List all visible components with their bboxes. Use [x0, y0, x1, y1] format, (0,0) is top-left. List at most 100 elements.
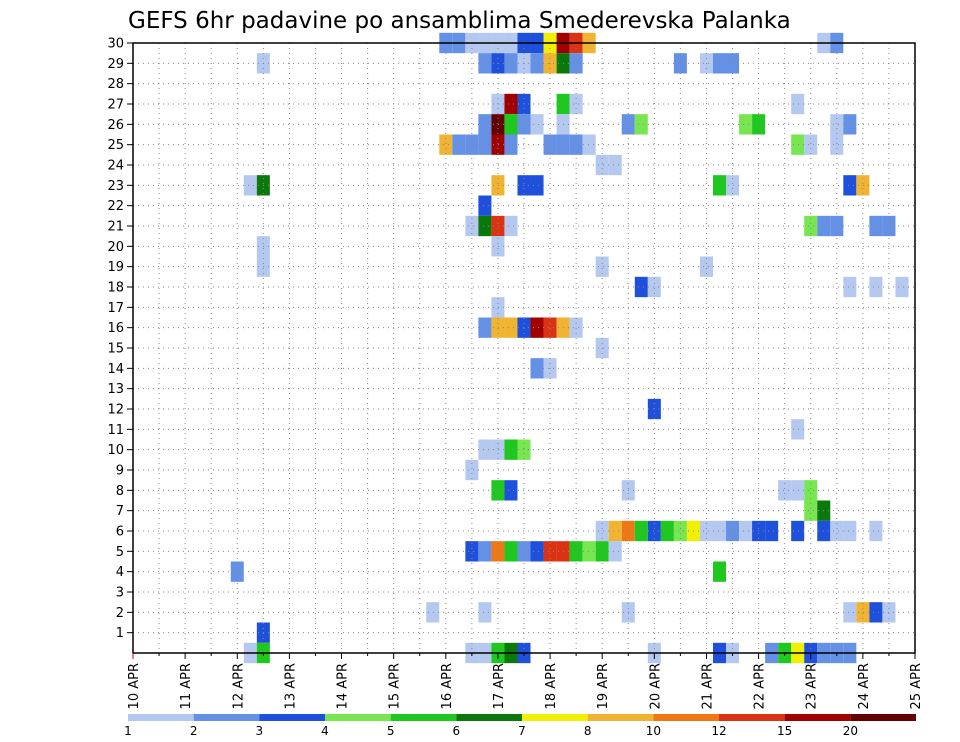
colorbar-swatch [522, 714, 588, 721]
y-tick-label: 29 [107, 57, 124, 72]
heatmap-cell [791, 520, 805, 542]
heatmap-cell [491, 317, 505, 338]
heatmap-cell [791, 480, 805, 501]
heatmap-cell [504, 317, 518, 338]
heatmap-cell [504, 541, 518, 562]
heatmap-cell [856, 175, 870, 196]
heatmap-cell [595, 256, 609, 277]
heatmap-cell [634, 276, 648, 298]
colorbar-label: 10 [646, 724, 661, 738]
heatmap-cell [569, 317, 583, 338]
heatmap-cell [843, 175, 857, 196]
heatmap-cell [478, 114, 492, 135]
x-tick-label: 11 APR [179, 663, 194, 709]
colorbar-swatch [784, 714, 851, 721]
heatmap-cell [530, 53, 544, 74]
heatmap-cell [660, 520, 674, 542]
heatmap-cell [504, 134, 518, 155]
heatmap-cell [804, 480, 818, 501]
y-tick-label: 7 [116, 504, 124, 519]
y-tick-label: 19 [107, 260, 124, 275]
colorbar: 1 2 3 4 5 6 7 8 10 12 15 20 [124, 714, 916, 738]
x-tick-label: 16 APR [440, 663, 455, 709]
heatmap-cell [699, 520, 713, 542]
heatmap-cell [439, 134, 453, 155]
heatmap-cell [856, 602, 870, 623]
y-tick-label: 23 [107, 179, 124, 194]
heatmap-cell [608, 541, 622, 562]
heatmap-cell [478, 134, 492, 155]
heatmap-cell [582, 541, 596, 562]
heatmap-cell [426, 602, 440, 623]
y-tick-label: 8 [116, 484, 124, 499]
heatmap-cell [465, 215, 479, 237]
heatmap-cell [830, 134, 844, 155]
colorbar-label: 12 [711, 724, 726, 738]
x-tick-label: 14 APR [336, 663, 351, 709]
heatmap-cell [647, 520, 661, 542]
x-tick-label: 10 APR [127, 663, 142, 709]
colorbar-label: 6 [453, 724, 461, 738]
heatmap-cell [569, 541, 583, 562]
y-tick-label: 4 [116, 565, 124, 580]
heatmap-cell [673, 520, 687, 542]
heatmap-cell [843, 520, 857, 542]
colorbar-swatch [719, 714, 785, 721]
y-tick-label: 5 [116, 545, 124, 560]
heatmap-cell [712, 561, 727, 582]
colorbar-swatch [128, 714, 194, 721]
heatmap-cell [530, 358, 544, 379]
heatmap-cell [478, 215, 492, 237]
heatmap-cell [647, 276, 661, 298]
heatmap-cell [608, 520, 622, 542]
heatmap-cell [869, 276, 883, 298]
heatmap-cell [478, 195, 492, 216]
heatmap-cell [491, 134, 505, 155]
y-tick-label: 10 [107, 443, 124, 458]
heatmap-cell [843, 602, 857, 623]
colorbar-swatch [325, 714, 391, 721]
y-tick-label: 25 [107, 138, 124, 153]
x-tick-label: 15 APR [388, 663, 403, 709]
heatmap-cell [530, 175, 544, 196]
x-tick-label: 20 APR [648, 663, 663, 709]
heatmap-cell [491, 480, 505, 501]
heatmap-cell [712, 520, 727, 542]
heatmap-cell [530, 317, 544, 338]
heatmap-cells [230, 32, 909, 664]
heatmap-cell [791, 93, 805, 115]
y-tick-label: 9 [116, 464, 124, 479]
x-tick-label: 13 APR [283, 663, 298, 709]
dotted-grid [133, 43, 915, 653]
colorbar-label: 15 [777, 724, 792, 738]
y-tick-label: 24 [107, 159, 124, 174]
heatmap-cell [478, 541, 492, 562]
heatmap-cell [491, 114, 505, 135]
axes: 1234567891011121314151617181920212223242… [107, 37, 924, 710]
heatmap-cell [595, 541, 609, 562]
heatmap-cell [739, 114, 753, 135]
heatmap-cell [530, 541, 544, 562]
x-tick-label: 23 APR [805, 663, 820, 709]
heatmap-cell [726, 175, 740, 196]
colorbar-label: 1 [124, 724, 132, 738]
x-tick-label: 12 APR [231, 663, 246, 709]
y-tick-label: 17 [107, 301, 124, 316]
colorbar-label: 20 [843, 724, 858, 738]
y-tick-label: 27 [107, 98, 124, 113]
heatmap-cell [595, 154, 609, 176]
heatmap-cell [869, 602, 883, 623]
x-tick-label: 17 APR [492, 663, 507, 709]
heatmap-cell [243, 175, 257, 196]
heatmap-cell [491, 297, 505, 318]
y-tick-label: 22 [107, 199, 124, 214]
heatmap-cell [843, 276, 857, 298]
y-tick-label: 11 [107, 423, 124, 438]
colorbar-label: 3 [256, 724, 264, 738]
heatmap-cell [543, 134, 557, 155]
heatmap-cell [791, 419, 805, 440]
colorbar-label: 7 [518, 724, 526, 738]
heatmap-cell [504, 53, 518, 74]
colorbar-swatch [259, 714, 325, 721]
heatmap-cell [739, 520, 753, 542]
